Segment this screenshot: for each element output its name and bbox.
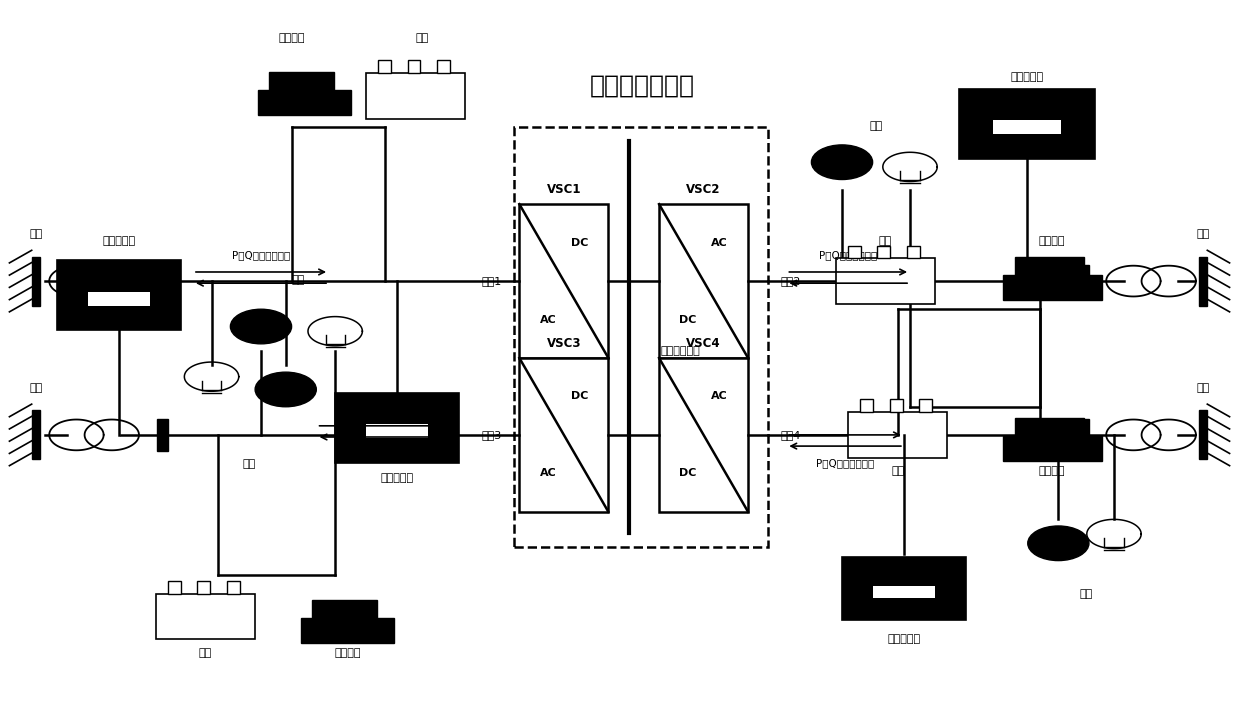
- Bar: [167, 581, 181, 594]
- Text: 柔性负荷: 柔性负荷: [1040, 466, 1066, 477]
- Text: 负荷: 负荷: [242, 459, 255, 470]
- Bar: [1078, 419, 1089, 451]
- Bar: [659, 358, 748, 512]
- Bar: [1002, 436, 1101, 461]
- Bar: [836, 258, 934, 304]
- Text: 负荷: 负荷: [291, 274, 305, 284]
- Bar: [847, 246, 861, 258]
- Text: VSC1: VSC1: [546, 183, 581, 196]
- Bar: [32, 257, 41, 305]
- Circle shape: [230, 309, 291, 344]
- Circle shape: [255, 372, 316, 406]
- Bar: [156, 594, 255, 640]
- Text: DC: DC: [571, 237, 589, 248]
- Text: 馈线1: 馈线1: [482, 276, 502, 286]
- Bar: [519, 358, 608, 512]
- Bar: [1078, 265, 1089, 297]
- Text: 柔性负荷: 柔性负荷: [279, 33, 305, 44]
- Text: 分布式电源: 分布式电源: [380, 473, 414, 484]
- Bar: [1015, 418, 1084, 441]
- Text: VSC3: VSC3: [546, 336, 581, 350]
- Bar: [227, 581, 240, 594]
- Text: 柔性负荷: 柔性负荷: [1040, 236, 1066, 246]
- Bar: [659, 204, 748, 358]
- Text: 主网: 主网: [1197, 229, 1209, 239]
- Text: DC: DC: [679, 314, 696, 324]
- Bar: [907, 246, 919, 258]
- Text: DC: DC: [679, 468, 696, 478]
- Bar: [1015, 257, 1084, 280]
- Bar: [919, 399, 932, 412]
- Text: 储能: 储能: [878, 236, 892, 246]
- Text: VSC2: VSC2: [686, 183, 721, 196]
- Bar: [336, 393, 458, 463]
- Bar: [366, 73, 465, 119]
- Bar: [301, 618, 394, 643]
- Circle shape: [1028, 526, 1089, 561]
- Text: 分布式电源: 分布式电源: [103, 236, 135, 246]
- Bar: [156, 419, 167, 451]
- Bar: [88, 291, 150, 305]
- Text: P、Q潮流最优分布: P、Q潮流最优分布: [819, 250, 877, 260]
- Text: 主网: 主网: [30, 229, 42, 239]
- Bar: [514, 127, 768, 547]
- Text: VSC4: VSC4: [686, 336, 721, 350]
- Bar: [873, 585, 934, 598]
- Bar: [890, 399, 902, 412]
- Bar: [197, 581, 211, 594]
- Bar: [156, 265, 167, 297]
- Text: 公共直流母线: 公共直流母线: [660, 346, 700, 356]
- Bar: [843, 557, 965, 620]
- Bar: [437, 60, 450, 73]
- Text: DC: DC: [571, 392, 589, 402]
- Bar: [877, 246, 891, 258]
- Bar: [959, 88, 1095, 159]
- Bar: [1198, 411, 1207, 459]
- Text: 主网: 主网: [1197, 383, 1209, 393]
- Bar: [32, 411, 41, 459]
- Bar: [378, 60, 390, 73]
- Text: 储能: 储能: [891, 466, 904, 477]
- Bar: [269, 72, 335, 95]
- Text: 负荷: 负荷: [870, 121, 882, 131]
- Bar: [1198, 257, 1207, 305]
- Text: P、Q潮流最优分布: P、Q潮流最优分布: [817, 458, 875, 468]
- Bar: [57, 260, 181, 330]
- Bar: [994, 120, 1062, 134]
- Text: AC: AC: [711, 392, 729, 402]
- Bar: [519, 204, 608, 358]
- Bar: [408, 60, 420, 73]
- Bar: [258, 90, 351, 115]
- Text: P、Q潮流最优分布: P、Q潮流最优分布: [232, 250, 290, 260]
- Text: AC: AC: [539, 314, 556, 324]
- Bar: [312, 600, 377, 623]
- Text: 馈线2: 馈线2: [781, 276, 800, 286]
- Text: 柔性负荷: 柔性负荷: [335, 648, 361, 658]
- Text: 分布式电源: 分布式电源: [887, 634, 921, 644]
- Text: 馈线4: 馈线4: [781, 430, 800, 440]
- Text: 多端背靠背柔直: 多端背靠背柔直: [590, 73, 694, 98]
- Text: 分布式电源: 分布式电源: [1011, 72, 1044, 82]
- Text: AC: AC: [539, 468, 556, 478]
- Text: 负荷: 负荷: [1079, 589, 1093, 599]
- Text: AC: AC: [711, 237, 729, 248]
- Circle shape: [812, 145, 872, 180]
- Text: 储能: 储能: [415, 33, 429, 44]
- Text: 馈线3: 馈线3: [482, 430, 502, 440]
- Text: 储能: 储能: [198, 648, 212, 658]
- Bar: [1002, 275, 1101, 300]
- Bar: [366, 425, 427, 439]
- Bar: [860, 399, 873, 412]
- Text: P、Q潮流最优分布: P、Q潮流最优分布: [356, 404, 414, 414]
- Bar: [849, 412, 947, 458]
- Text: 主网: 主网: [30, 383, 42, 393]
